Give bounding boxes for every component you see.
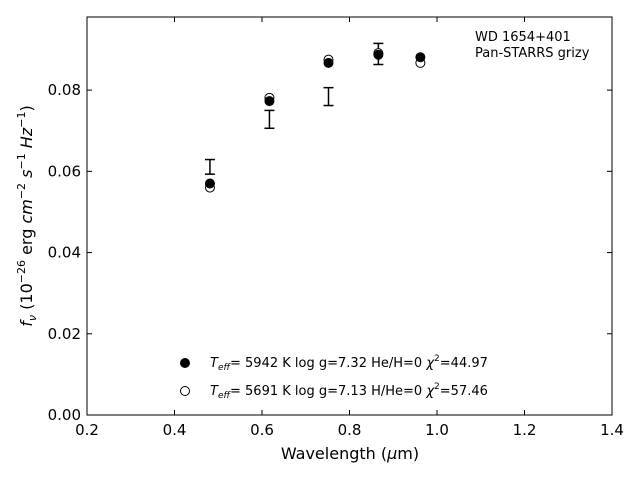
y-axis-title: fν (10−26 erg cm−2 s−1 Hz−1) xyxy=(15,105,39,326)
y-tick-label: 0.00 xyxy=(48,406,81,424)
data-marks xyxy=(204,42,426,193)
x-tick-label: 1.4 xyxy=(600,421,624,439)
model-point-filled xyxy=(415,52,426,63)
x-tick-label: 0.8 xyxy=(338,421,362,439)
x-tick-label: 1.0 xyxy=(425,421,449,439)
model-point-filled xyxy=(264,96,275,107)
model-point-filled xyxy=(323,57,334,68)
svg-text:fν (10−26 erg cm−2 s−1 Hz−1): fν (10−26 erg cm−2 s−1 Hz−1) xyxy=(15,105,39,326)
y-tick-label: 0.04 xyxy=(48,244,81,262)
model-point-filled xyxy=(373,49,384,60)
model-point-filled xyxy=(204,178,215,189)
x-tick-label: 1.2 xyxy=(513,421,537,439)
x-tick-label: 0.6 xyxy=(250,421,274,439)
x-tick-label: 0.2 xyxy=(75,421,99,439)
legend-label-model-2: Teff= 5691 K log g=7.13 H/He=0 χ2=57.46 xyxy=(210,382,488,401)
annotation-target: WD 1654+401 xyxy=(475,30,571,45)
legend-marker-filled xyxy=(180,358,190,368)
x-tick-label: 0.4 xyxy=(163,421,187,439)
legend-label-model-1: Teff= 5942 K log g=7.32 He/H=0 χ2=44.97 xyxy=(210,354,488,373)
y-tick-label: 0.02 xyxy=(48,325,81,343)
axis-ticks: 0.2 0.4 0.6 0.8 1.0 1.2 1.4 0.00 0.02 0.04 0.06 0.0… xyxy=(48,17,624,439)
y-tick-label: 0.06 xyxy=(48,162,81,180)
legend-marker-open xyxy=(180,386,190,396)
annotation-survey: Pan-STARRS grizy xyxy=(475,46,590,61)
legend: Teff= 5942 K log g=7.32 He/H=0 χ2=44.97 … xyxy=(180,354,488,401)
y-tick-label: 0.08 xyxy=(48,81,81,99)
x-axis-title: Wavelength (μm) xyxy=(281,444,419,463)
